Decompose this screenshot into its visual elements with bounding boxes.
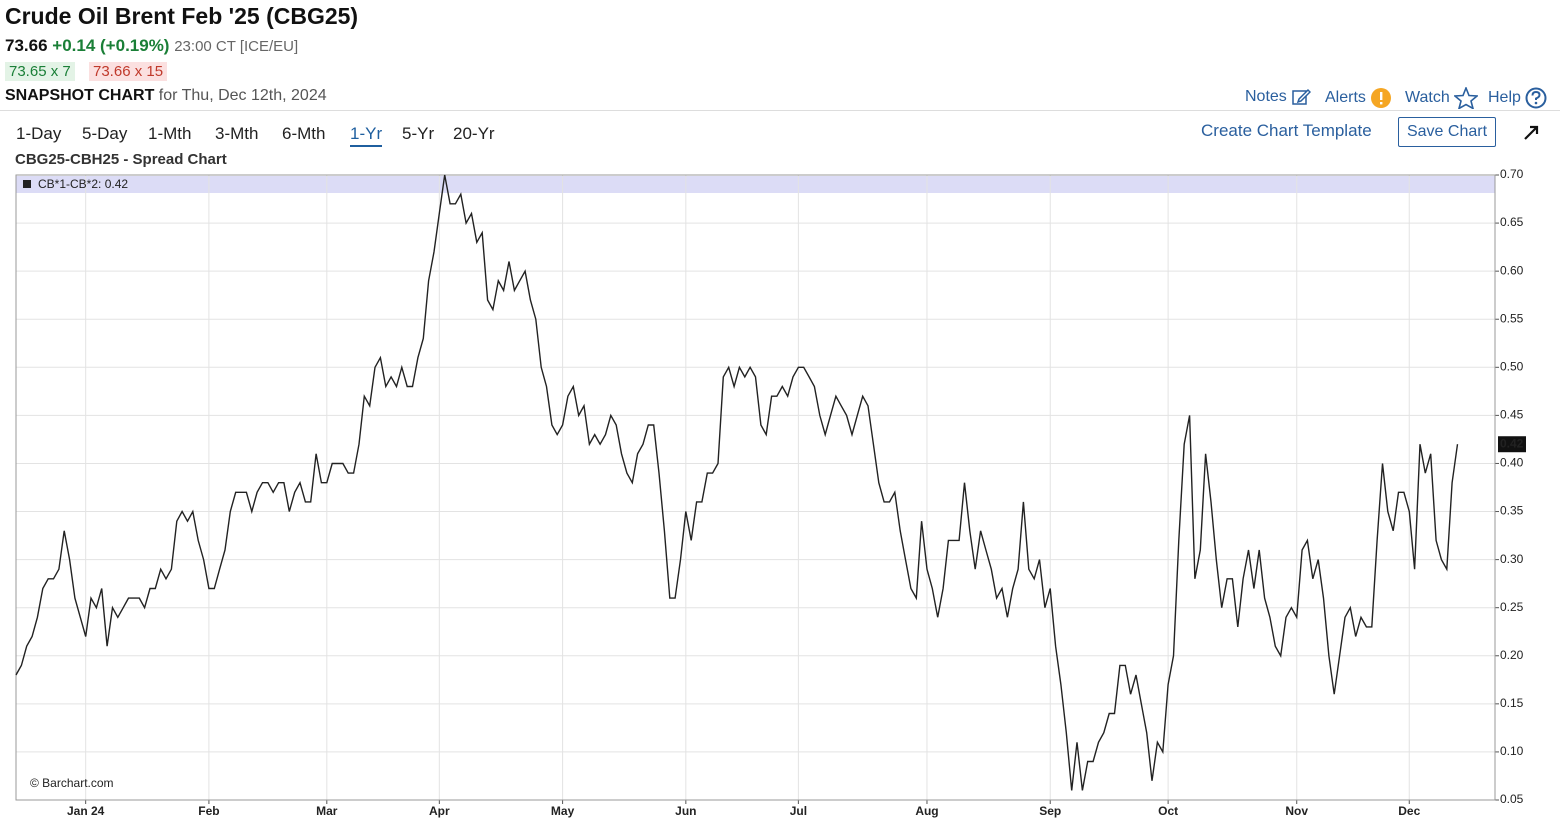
series-line [15, 174, 1459, 791]
y-tick-label: 0.25 [1500, 600, 1524, 614]
y-tick-label: 0.40 [1500, 456, 1524, 470]
x-tick-label: Aug [915, 804, 938, 818]
x-tick-label: Mar [316, 804, 338, 818]
y-tick-label: 0.20 [1500, 648, 1524, 662]
plot-border [15, 174, 1496, 801]
x-tick-label: Jun [675, 804, 696, 818]
nav-watch[interactable]: Watch [1405, 87, 1478, 109]
y-tick-label: 0.55 [1500, 311, 1524, 325]
separator [0, 110, 1560, 111]
quote-line: 73.66 +0.14 (+0.19%) 23:00 CT [ICE/EU] [5, 36, 298, 56]
snapshot-line: SNAPSHOT CHART for Thu, Dec 12th, 2024 [5, 87, 327, 105]
quote-time: 23:00 CT [ICE/EU] [174, 38, 299, 55]
last-value-label: 0.42 [1500, 436, 1524, 450]
nav-label: Notes [1245, 88, 1287, 105]
y-tick-label: 0.30 [1500, 552, 1524, 566]
period-tab[interactable]: 1-Yr [350, 124, 383, 147]
x-tick-label: Jul [790, 804, 807, 818]
snapshot-label: SNAPSHOT CHART [5, 87, 155, 104]
nav-notes[interactable]: Notes [1245, 87, 1311, 107]
bid: 73.65 x 7 [5, 62, 75, 81]
last-price: 73.66 [5, 36, 48, 55]
legend-band [16, 176, 1495, 193]
watermark: © Barchart.com [30, 776, 114, 790]
x-tick-label: Jan 24 [67, 804, 105, 818]
y-tick-label: 0.10 [1500, 744, 1524, 758]
period-tab[interactable]: 5-Yr [402, 124, 435, 143]
nav-label: Help [1488, 89, 1521, 106]
instrument-title: Crude Oil Brent Feb '25 (CBG25) [5, 3, 359, 29]
period-tab[interactable]: 20-Yr [453, 124, 495, 143]
x-tick-label: Oct [1158, 804, 1178, 818]
period-tab[interactable]: 1-Mth [148, 124, 192, 143]
notes-icon [1292, 88, 1311, 105]
y-tick-label: 0.35 [1500, 504, 1524, 518]
y-tick-label: 0.15 [1500, 696, 1524, 710]
last-value-box [1498, 436, 1526, 453]
ask: 73.66 x 15 [89, 62, 168, 81]
x-tick-label: Feb [198, 804, 219, 818]
legend-swatch [23, 180, 31, 188]
alerts-icon [1370, 88, 1391, 108]
help-icon [1525, 87, 1547, 109]
price-change: +0.14 (+0.19%) [52, 36, 170, 55]
expand-icon[interactable] [1522, 124, 1540, 142]
x-tick-label: Nov [1285, 804, 1308, 818]
period-tab[interactable]: 3-Mth [215, 124, 259, 143]
create-template[interactable]: Create Chart Template [1201, 121, 1372, 140]
y-tick-label: 0.50 [1500, 359, 1524, 373]
plot-area [16, 175, 1495, 800]
nav-alerts[interactable]: Alerts [1325, 87, 1392, 109]
nav-help[interactable]: Help [1488, 87, 1547, 109]
nav-label: Watch [1405, 89, 1450, 106]
save-chart[interactable]: Save Chart [1398, 117, 1496, 147]
y-tick-label: 0.70 [1500, 167, 1524, 181]
x-tick-label: Dec [1398, 804, 1420, 818]
period-tab[interactable]: 5-Day [82, 124, 128, 143]
period-tab[interactable]: 1-Day [16, 124, 62, 143]
legend-label: CB*1-CB*2: 0.42 [38, 177, 128, 191]
y-tick-label: 0.65 [1500, 215, 1524, 229]
watch-icon [1453, 87, 1478, 109]
x-tick-label: May [551, 804, 575, 818]
y-tick-label: 0.45 [1500, 408, 1524, 422]
period-tab[interactable]: 6-Mth [282, 124, 326, 143]
chart-title: CBG25-CBH25 - Spread Chart [15, 151, 227, 168]
x-tick-label: Apr [429, 804, 450, 818]
y-tick-label: 0.60 [1500, 263, 1524, 277]
y-tick-label: 0.05 [1500, 792, 1524, 806]
snapshot-date: for Thu, Dec 12th, 2024 [158, 87, 327, 104]
nav-label: Alerts [1325, 89, 1366, 106]
x-tick-label: Sep [1039, 804, 1061, 818]
